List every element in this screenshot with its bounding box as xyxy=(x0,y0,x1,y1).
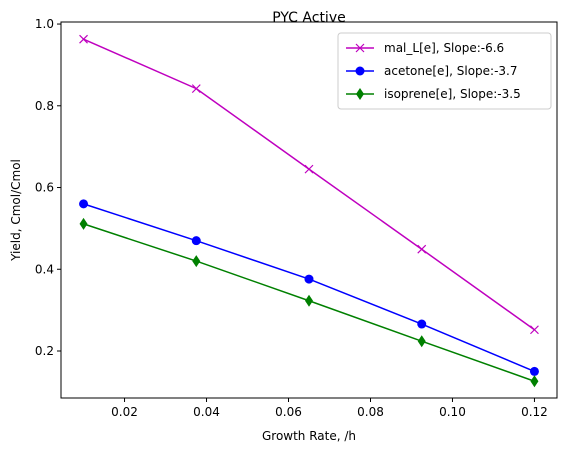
legend-marker xyxy=(356,88,364,100)
y-tick-label: 1.0 xyxy=(35,17,54,31)
y-tick-label: 0.6 xyxy=(35,181,54,195)
legend-box xyxy=(337,32,552,110)
data-point xyxy=(530,375,539,388)
legend-label: acetone[e], Slope:-3.7 xyxy=(384,64,518,78)
data-point xyxy=(417,319,427,329)
legend-label: isoprene[e], Slope:-3.5 xyxy=(384,87,521,101)
data-point xyxy=(191,236,201,246)
x-tick-label: 0.10 xyxy=(439,405,466,419)
data-point xyxy=(305,294,313,307)
x-axis: 0.02 0.04 0.06 0.08 0.10 0.12 xyxy=(111,398,548,419)
legend-entry: mal_L[e], Slope:-6.6 xyxy=(346,41,504,55)
legend-marker xyxy=(355,66,365,76)
data-point xyxy=(79,217,88,230)
y-axis: 0.2 0.4 0.6 0.8 1.0 xyxy=(35,17,61,358)
y-tick-label: 0.8 xyxy=(35,99,54,113)
x-tick-label: 0.04 xyxy=(193,405,220,419)
data-point xyxy=(304,274,314,284)
data-point xyxy=(304,164,314,174)
data-point xyxy=(529,366,539,376)
legend-entry: isoprene[e], Slope:-3.5 xyxy=(346,87,521,101)
legend-marker xyxy=(355,43,365,53)
data-point xyxy=(192,255,201,268)
series-2 xyxy=(79,217,539,388)
legend: mal_L[e], Slope:-6.6 acetone[e], Slope:-3… xyxy=(337,32,552,110)
data-point xyxy=(417,335,426,348)
x-tick-label: 0.12 xyxy=(521,405,548,419)
data-point xyxy=(530,325,539,335)
y-tick-label: 0.4 xyxy=(35,262,54,276)
data-point xyxy=(417,244,427,254)
x-tick-label: 0.06 xyxy=(275,405,302,419)
series-layer xyxy=(79,34,539,388)
x-axis-label: Growth Rate, /h xyxy=(262,429,356,443)
legend-label: mal_L[e], Slope:-6.6 xyxy=(384,41,504,55)
y-tick-label: 0.2 xyxy=(35,344,54,358)
x-tick-label: 0.08 xyxy=(357,405,384,419)
data-point xyxy=(79,199,89,209)
series-1 xyxy=(79,199,539,376)
y-axis-label: Yield, Cmol/Cmol xyxy=(9,159,23,262)
legend-entry: acetone[e], Slope:-3.7 xyxy=(346,64,518,78)
data-point xyxy=(79,34,88,44)
data-point xyxy=(191,84,201,94)
x-tick-label: 0.02 xyxy=(111,405,138,419)
series-0 xyxy=(79,34,539,335)
